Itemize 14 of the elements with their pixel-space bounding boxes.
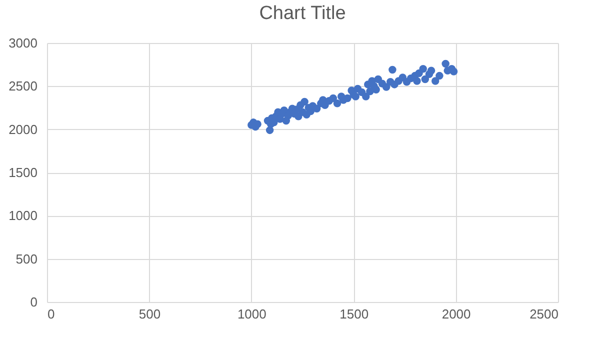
y-tick-label: 500 bbox=[16, 251, 38, 266]
y-tick-label: 2000 bbox=[8, 122, 38, 137]
x-tick-label: 0 bbox=[48, 306, 55, 322]
y-tick-label: 2500 bbox=[8, 78, 38, 94]
y-tick-label: 3000 bbox=[8, 36, 38, 50]
y-tick-label: 0 bbox=[30, 294, 38, 310]
x-tick-label: 2000 bbox=[442, 306, 471, 322]
chart-title: Chart Title bbox=[259, 3, 346, 24]
y-tick-label: 1000 bbox=[8, 208, 38, 224]
x-tick-label: 1000 bbox=[237, 306, 266, 322]
y-tick-label: 1500 bbox=[8, 165, 38, 180]
x-tick-label: 500 bbox=[138, 306, 161, 322]
x-tick-label: 2500 bbox=[530, 306, 558, 322]
x-tick-label: 1500 bbox=[340, 306, 369, 322]
